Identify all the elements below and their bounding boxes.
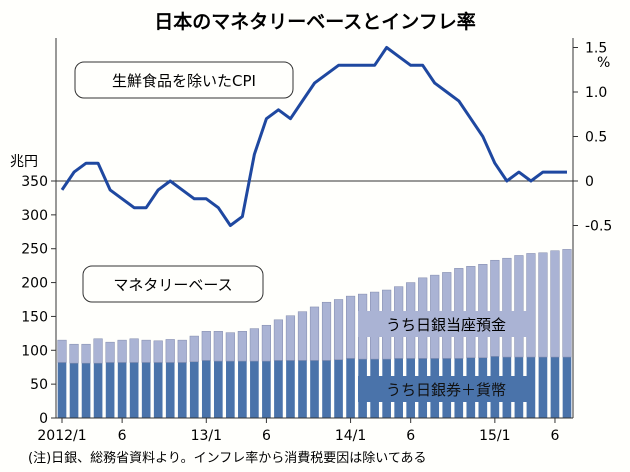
bar-deposits [213,331,223,362]
bar-deposits [237,331,247,362]
bar-deposits [550,250,560,358]
x-tick-label: 6 [262,428,271,444]
bar-notes [165,362,175,418]
footnote: (注)日銀、総務省資料より。インフレ率から消費税要因は除いてある [28,450,426,466]
cpi-label-box [74,61,294,99]
bar-notes [286,360,295,418]
bar-notes [105,362,115,418]
bar-notes [141,362,151,418]
bar-deposits [177,339,187,363]
bar-notes [322,360,331,418]
bar-deposits [273,319,284,361]
deposits-label-bg [358,311,534,337]
right-axis-unit: % [597,55,610,71]
left-axis-unit: 兆円 [10,154,38,170]
x-tick-label: 6 [118,428,127,444]
bar-deposits [225,332,235,362]
bar-deposits [117,339,127,363]
bar-deposits [189,335,199,363]
bar-deposits [309,306,320,361]
bar-notes [298,360,307,418]
bar-deposits [129,338,139,363]
bar-deposits [141,339,151,363]
notes-label: うち日銀券＋貨幣 [386,381,506,399]
left-tick-label: 50 [30,377,48,393]
bar-notes [226,361,235,418]
bar-notes [201,360,211,418]
x-tick-label: 13/1 [191,428,222,444]
bar-notes [189,361,199,418]
bar-notes [153,362,163,418]
left-tick-label: 250 [21,242,48,258]
cpi-label: 生鮮食品を除いたCPI [112,72,256,90]
bar-notes [117,362,127,418]
bar-notes [129,362,139,418]
left-tick-label: 0 [39,411,48,427]
bar-deposits [105,341,115,363]
bar-notes [69,363,79,418]
left-tick-label: 350 [21,174,48,190]
bar-deposits [333,299,344,361]
left-tick-label: 150 [21,309,48,325]
mb-label-box [82,265,264,303]
x-tick-label: 15/1 [479,428,510,444]
bar-deposits [261,324,271,362]
right-tick-label: 0 [585,174,594,190]
bar-notes [57,362,67,418]
deposits-label: うち日銀当座預金 [386,316,506,334]
bar-deposits [165,339,175,363]
bar-notes [81,363,91,418]
right-tick-label: 1.5 [585,41,607,57]
bar-notes [310,360,319,418]
chart-title: 日本のマネタリーベースとインフレ率 [154,10,475,33]
bar-deposits [345,295,356,359]
bar-notes [177,362,187,418]
bar-notes [562,357,572,418]
bar-deposits [490,259,500,357]
bar-deposits [249,328,259,362]
bar-deposits [153,340,163,363]
left-tick-label: 200 [21,276,48,292]
left-tick-label: 300 [21,208,48,224]
bar-deposits [297,311,308,361]
bar-deposits [285,315,296,361]
bar-deposits [321,301,332,361]
bar-notes [262,361,271,418]
left-tick-label: 100 [21,343,48,359]
bar-deposits [538,252,548,358]
right-tick-label: 0.5 [585,130,607,146]
bar-deposits [502,257,512,358]
bar-deposits [93,338,103,364]
bar-notes [274,360,283,418]
cpi-line [60,46,567,227]
bar-deposits [57,339,67,363]
bar-notes [250,361,259,418]
bar-deposits [69,343,79,364]
bar-deposits [81,343,91,364]
bar-notes [93,363,103,418]
bar-notes [538,357,548,418]
bar-notes [550,357,560,418]
bar-deposits [562,249,572,358]
bar-notes [334,359,343,418]
mb-label: マネタリーベース [113,276,232,294]
bar-notes [213,361,223,418]
x-tick-label: 2012/1 [37,428,86,444]
bar-deposits [201,331,211,361]
right-tick-label: -0.5 [585,219,612,235]
x-tick-label: 6 [551,428,560,444]
notes-label-bg [358,376,534,402]
x-tick-label: 14/1 [335,428,366,444]
bar-notes [346,358,355,418]
x-tick-label: 6 [406,428,415,444]
bar-deposits [526,253,536,358]
bar-deposits [514,255,524,358]
right-tick-label: 1.0 [585,85,607,101]
bar-notes [238,361,247,418]
